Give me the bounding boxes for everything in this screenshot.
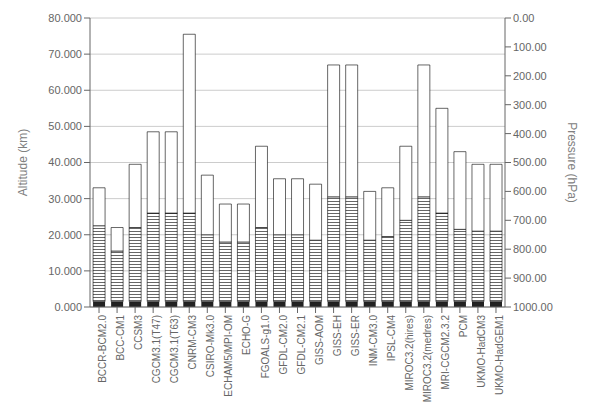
svg-text:200.00: 200.00 [513, 70, 547, 82]
svg-text:600.00: 600.00 [513, 185, 547, 197]
svg-text:500.00: 500.00 [513, 156, 547, 168]
svg-text:50.000: 50.000 [48, 120, 82, 132]
svg-text:300.00: 300.00 [513, 99, 547, 111]
svg-text:BCCR-BCM2.0: BCCR-BCM2.0 [97, 315, 108, 383]
svg-text:60.000: 60.000 [48, 84, 82, 96]
svg-text:MRI-CGCM2.3.2: MRI-CGCM2.3.2 [440, 315, 451, 390]
svg-text:30.000: 30.000 [48, 193, 82, 205]
svg-text:ECHO-G: ECHO-G [241, 315, 252, 355]
svg-text:0.00: 0.00 [513, 12, 534, 24]
svg-text:100.00: 100.00 [513, 41, 547, 53]
svg-text:FGOALS-g1.0: FGOALS-g1.0 [260, 315, 271, 379]
svg-text:40.000: 40.000 [48, 156, 82, 168]
svg-text:CSIRO-Mk3.0: CSIRO-Mk3.0 [205, 315, 216, 378]
svg-text:CNRM-CM3: CNRM-CM3 [187, 315, 198, 370]
svg-text:1000.00: 1000.00 [513, 301, 553, 313]
svg-text:INM-CM3.0: INM-CM3.0 [368, 315, 379, 367]
svg-text:80.000: 80.000 [48, 12, 82, 24]
svg-text:20.000: 20.000 [48, 229, 82, 241]
svg-text:UKMO-HadGEM1: UKMO-HadGEM1 [494, 315, 505, 395]
svg-text:CGCM3.1(T47): CGCM3.1(T47) [151, 315, 162, 383]
svg-text:900.00: 900.00 [513, 272, 547, 284]
svg-text:GFDL-CM2.1: GFDL-CM2.1 [296, 315, 307, 375]
svg-text:700.00: 700.00 [513, 214, 547, 226]
svg-text:70.000: 70.000 [48, 48, 82, 60]
svg-text:UKMO-HadCM3: UKMO-HadCM3 [476, 315, 487, 388]
svg-text:400.00: 400.00 [513, 128, 547, 140]
svg-text:GISS-AOM: GISS-AOM [314, 315, 325, 365]
svg-text:CGCM3.1(T63): CGCM3.1(T63) [169, 315, 180, 383]
svg-text:10.000: 10.000 [48, 265, 82, 277]
svg-text:0.000: 0.000 [54, 301, 82, 313]
svg-text:BCC-CM1: BCC-CM1 [115, 315, 126, 361]
svg-text:MIROC3.2(medres): MIROC3.2(medres) [422, 315, 433, 402]
svg-text:MIROC3.2(hires): MIROC3.2(hires) [404, 315, 415, 391]
svg-text:Pressure (hPa): Pressure (hPa) [565, 122, 579, 203]
svg-text:IPSL-CM4: IPSL-CM4 [386, 315, 397, 362]
svg-text:GFDL-CM2.0: GFDL-CM2.0 [278, 315, 289, 375]
svg-text:PCM: PCM [458, 315, 469, 337]
svg-text:GISS-ER: GISS-ER [350, 315, 361, 356]
svg-text:GISS-EH: GISS-EH [332, 315, 343, 356]
svg-text:800.00: 800.00 [513, 243, 547, 255]
svg-text:Altitude (km): Altitude (km) [16, 129, 30, 196]
svg-text:CCSM3: CCSM3 [133, 315, 144, 350]
svg-text:ECHAM5/MPI-OM: ECHAM5/MPI-OM [223, 315, 234, 397]
